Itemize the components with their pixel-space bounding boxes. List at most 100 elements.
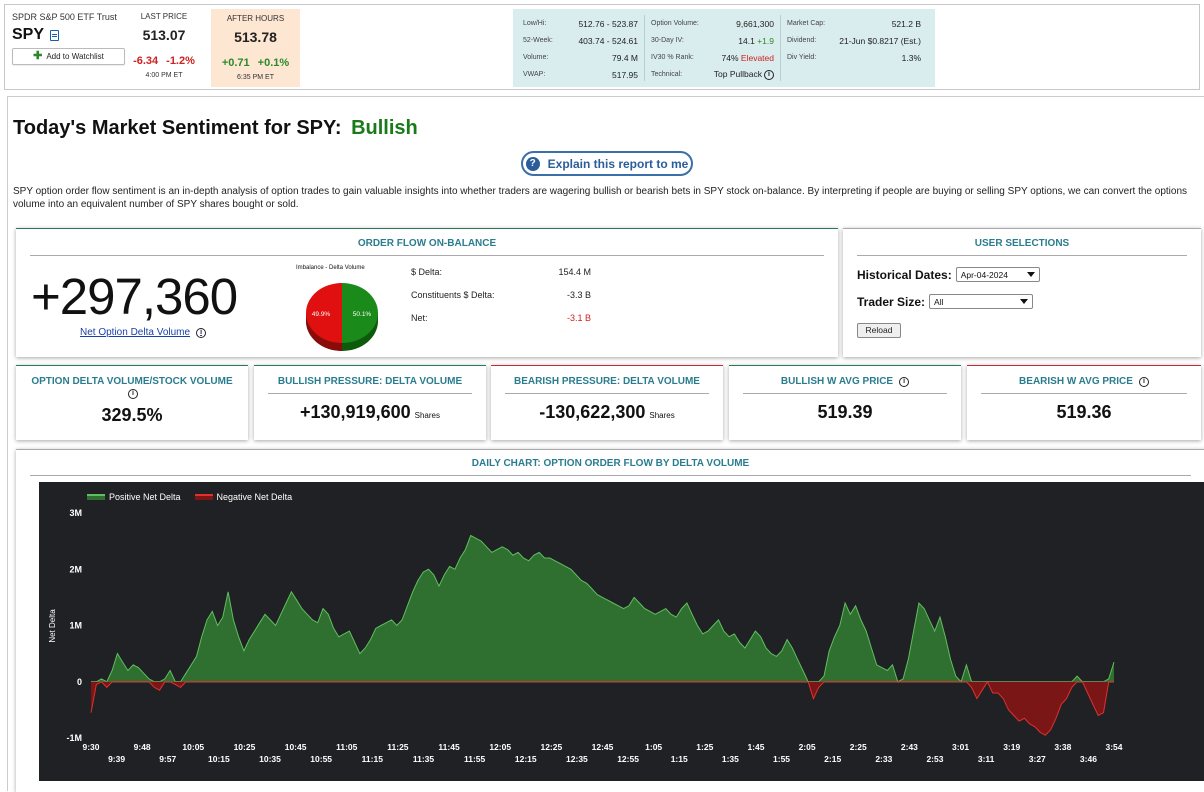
x-tick-label: 2:25 <box>850 742 867 752</box>
x-tick-label: 1:45 <box>747 742 764 752</box>
stat-div-yield: Div Yield: 1.3% <box>787 52 921 63</box>
x-tick-label: 10:05 <box>182 742 204 752</box>
report-content: Today's Market Sentiment for SPY: Bullis… <box>7 96 1204 792</box>
user-selections-title: USER SELECTIONS <box>974 238 1070 249</box>
pie-title: Imbalance - Delta Volume <box>296 265 365 271</box>
x-tick-label: 2:43 <box>901 742 918 752</box>
stat-dividend: Dividend: 21-Jun $0.8217 (Est.) <box>787 35 921 46</box>
trader-size-select[interactable]: All <box>929 294 1034 309</box>
x-tick-label: 2:15 <box>824 754 841 764</box>
metric-card-bullish-pressure: BULLISH PRESSURE: DELTA VOLUME +130,919,… <box>254 365 486 440</box>
legend-negative-label: Negative Net Delta <box>216 492 293 502</box>
info-icon[interactable]: i <box>128 389 138 399</box>
divider <box>30 475 1191 476</box>
y-tick-label: 3M <box>69 508 82 518</box>
x-tick-label: 12:15 <box>515 754 537 764</box>
stat-option-volume: Option Volume: 9,661,300 <box>651 18 774 29</box>
pie-depth-negative <box>306 313 342 351</box>
net-row: Net: -3.1 B <box>411 313 591 323</box>
symbol-text: SPY <box>12 26 45 43</box>
divider <box>30 255 824 256</box>
card-value: 329.5% <box>101 405 163 425</box>
y-tick-label: 1M <box>69 621 82 631</box>
order-flow-title: ORDER FLOW ON-BALANCE <box>357 238 497 249</box>
last-price-block: LAST PRICE 513.07 -6.34 -1.2% 4:00 PM ET <box>123 12 205 79</box>
legend-positive[interactable]: Positive Net Delta <box>87 492 181 502</box>
pie-slice-negative <box>306 283 342 343</box>
after-change-pct: +0.1% <box>257 57 290 69</box>
divider <box>505 393 709 394</box>
info-icon[interactable]: i <box>196 327 207 338</box>
after-hours-block: AFTER HOURS 513.78 +0.71 +0.1% 6:35 PM E… <box>211 9 300 87</box>
constituents-delta-row: Constituents $ Delta: -3.3 B <box>411 290 591 300</box>
y-axis-label: Net Delta <box>48 609 57 643</box>
explain-report-button[interactable]: ? Explain this report to me <box>521 151 693 176</box>
x-tick-label: 11:05 <box>336 742 358 752</box>
reload-button[interactable]: Reload <box>857 323 901 338</box>
x-tick-label: 1:25 <box>696 742 713 752</box>
document-icon[interactable] <box>50 29 60 41</box>
divider <box>268 393 472 394</box>
x-tick-label: 3:27 <box>1029 754 1046 764</box>
trader-size-label: Trader Size: <box>857 294 926 309</box>
historical-dates-select[interactable]: Apr-04-2024 <box>955 267 1040 282</box>
x-tick-label: 10:35 <box>259 754 281 764</box>
info-icon[interactable]: i <box>899 376 910 387</box>
historical-dates-label: Historical Dates: <box>857 267 952 282</box>
legend-negative[interactable]: Negative Net Delta <box>194 492 293 502</box>
info-icon[interactable]: i <box>764 69 774 80</box>
net-option-delta-link[interactable]: Net Option Delta Volume i <box>80 327 207 338</box>
pie-negative-label: 49.9% <box>312 311 331 318</box>
user-selections-panel: USER SELECTIONS Historical Dates: Apr-04… <box>843 228 1201 357</box>
x-tick-label: 3:38 <box>1054 742 1071 752</box>
x-tick-label: 9:39 <box>108 754 125 764</box>
last-price-value: 513.07 <box>142 27 186 43</box>
y-tick-label: 0 <box>77 677 82 687</box>
x-tick-label: 11:25 <box>387 742 409 752</box>
x-tick-label: 11:45 <box>438 742 460 752</box>
add-to-watchlist-button[interactable]: ✚ Add to Watchlist <box>12 48 125 65</box>
net-option-delta-label[interactable]: Net Option Delta Volume <box>80 327 191 338</box>
net-option-delta-value: +297,360 <box>31 268 238 325</box>
daily-chart-panel: DAILY CHART: OPTION ORDER FLOW BY DELTA … <box>16 449 1204 792</box>
stat-vwap: VWAP: 517.95 <box>523 69 638 80</box>
stat-technical: Technical: Top Pullback i <box>651 66 774 83</box>
last-price-time: 4:00 PM ET <box>145 72 183 79</box>
delta-row: $ Delta: 154.4 M <box>411 267 591 277</box>
x-tick-label: 11:15 <box>362 754 384 764</box>
after-hours-change: +0.71 +0.1% <box>211 57 300 69</box>
after-hours-label: AFTER HOURS <box>226 14 285 23</box>
negative-area <box>91 681 1114 736</box>
chevron-down-icon <box>1026 272 1035 277</box>
stat-market-cap: Market Cap: 521.2 B <box>787 18 921 29</box>
historical-dates-row: Historical Dates: Apr-04-2024 <box>857 267 1040 282</box>
metric-card-bearish-avg-price: BEARISH W AVG PRICE i 519.36 <box>967 365 1201 440</box>
x-tick-label: 12:55 <box>617 754 639 764</box>
last-price-label: LAST PRICE <box>140 12 188 21</box>
x-tick-label: 12:45 <box>592 742 614 752</box>
x-tick-label: 10:55 <box>310 754 332 764</box>
y-tick-label: -1M <box>67 733 83 743</box>
metric-card-bearish-pressure: BEARISH PRESSURE: DELTA VOLUME -130,622,… <box>491 365 723 440</box>
last-change-value: -6.34 <box>133 55 159 67</box>
last-price-change: -6.34 -1.2% <box>123 55 205 67</box>
card-value: 519.39 <box>817 402 873 422</box>
x-tick-label: 3:11 <box>978 754 995 764</box>
x-tick-label: 2:05 <box>799 742 816 752</box>
historical-dates-value: Apr-04-2024 <box>960 269 1008 280</box>
metric-card-delta-stock-ratio: OPTION DELTA VOLUME/STOCK VOLUME i 329.5… <box>16 365 248 440</box>
chart-area: Positive Net Delta Negative Net Delta 3M… <box>39 482 1204 781</box>
x-tick-label: 3:19 <box>1003 742 1020 752</box>
card-value: +130,919,600 Shares <box>300 402 440 422</box>
after-hours-price: 513.78 <box>234 29 277 45</box>
positive-line <box>91 534 1115 683</box>
chevron-down-icon <box>1020 299 1029 304</box>
explain-report-label: Explain this report to me <box>547 156 689 171</box>
info-icon[interactable]: i <box>1138 376 1149 387</box>
x-tick-label: 2:33 <box>875 754 892 764</box>
negative-line <box>90 680 1114 736</box>
page-title: Today's Market Sentiment for SPY: Bullis… <box>13 117 418 140</box>
plus-icon: ✚ <box>33 50 43 62</box>
chart-title: DAILY CHART: OPTION ORDER FLOW BY DELTA … <box>471 458 750 469</box>
chart-legend: Positive Net Delta Negative Net Delta <box>87 492 292 502</box>
